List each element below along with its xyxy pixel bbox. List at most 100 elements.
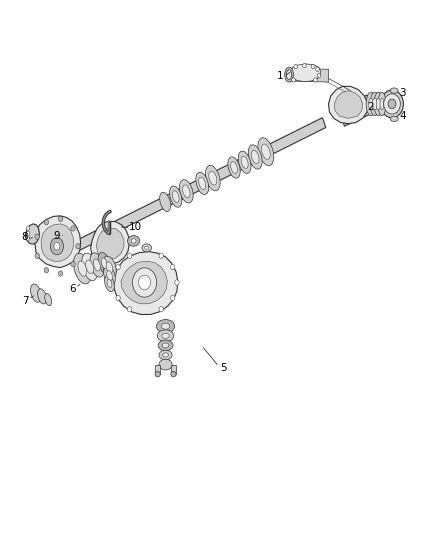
Ellipse shape <box>170 186 182 207</box>
Polygon shape <box>328 86 368 124</box>
Ellipse shape <box>142 244 152 252</box>
Ellipse shape <box>54 243 60 250</box>
Circle shape <box>175 280 179 285</box>
Ellipse shape <box>238 151 251 173</box>
Circle shape <box>58 216 63 222</box>
Polygon shape <box>25 224 39 244</box>
Circle shape <box>317 74 321 78</box>
Ellipse shape <box>93 259 100 271</box>
Circle shape <box>35 234 39 239</box>
Ellipse shape <box>145 246 148 249</box>
Ellipse shape <box>50 238 64 255</box>
Ellipse shape <box>209 171 217 185</box>
Ellipse shape <box>157 330 174 342</box>
Ellipse shape <box>205 165 220 191</box>
Ellipse shape <box>376 98 381 110</box>
Circle shape <box>303 63 306 68</box>
Ellipse shape <box>38 289 46 304</box>
Ellipse shape <box>241 156 248 168</box>
Text: 9: 9 <box>53 231 60 240</box>
Ellipse shape <box>248 145 262 169</box>
Ellipse shape <box>106 262 113 273</box>
Ellipse shape <box>138 275 151 290</box>
Ellipse shape <box>374 92 383 116</box>
Circle shape <box>26 226 30 230</box>
Text: 2: 2 <box>367 102 374 111</box>
Text: 8: 8 <box>21 232 28 242</box>
Polygon shape <box>57 118 326 260</box>
Polygon shape <box>171 365 176 374</box>
Ellipse shape <box>258 138 274 166</box>
Polygon shape <box>289 68 328 82</box>
Circle shape <box>58 271 63 276</box>
Ellipse shape <box>381 90 403 118</box>
Circle shape <box>311 64 315 69</box>
Circle shape <box>170 264 175 270</box>
Ellipse shape <box>90 253 104 277</box>
Ellipse shape <box>101 258 107 269</box>
Ellipse shape <box>105 276 114 292</box>
Ellipse shape <box>98 253 110 274</box>
Circle shape <box>292 78 295 82</box>
Text: 1: 1 <box>277 71 284 80</box>
Ellipse shape <box>171 372 176 377</box>
Text: 6: 6 <box>69 284 76 294</box>
Circle shape <box>26 231 30 236</box>
Circle shape <box>127 253 132 259</box>
Ellipse shape <box>158 340 173 351</box>
Ellipse shape <box>160 192 170 212</box>
Circle shape <box>44 220 49 225</box>
Ellipse shape <box>384 94 400 114</box>
Ellipse shape <box>180 180 193 203</box>
Polygon shape <box>155 365 160 374</box>
Ellipse shape <box>261 144 270 159</box>
Ellipse shape <box>156 320 175 333</box>
Ellipse shape <box>388 99 396 109</box>
Text: 5: 5 <box>220 363 227 373</box>
Ellipse shape <box>107 279 112 288</box>
Ellipse shape <box>370 92 380 116</box>
Ellipse shape <box>86 260 94 273</box>
Ellipse shape <box>380 98 384 110</box>
Circle shape <box>35 253 39 259</box>
Ellipse shape <box>172 191 179 203</box>
Text: 3: 3 <box>399 88 406 98</box>
Ellipse shape <box>378 92 386 116</box>
Ellipse shape <box>368 98 373 110</box>
Text: 10: 10 <box>129 222 142 231</box>
Ellipse shape <box>78 261 87 276</box>
Circle shape <box>170 295 175 301</box>
Ellipse shape <box>106 271 113 280</box>
Ellipse shape <box>251 150 259 164</box>
Ellipse shape <box>372 98 377 110</box>
Ellipse shape <box>74 253 91 284</box>
Circle shape <box>76 244 80 249</box>
Polygon shape <box>291 64 321 82</box>
Ellipse shape <box>390 116 398 122</box>
Ellipse shape <box>162 343 169 348</box>
Circle shape <box>71 226 75 231</box>
Ellipse shape <box>132 268 157 297</box>
Circle shape <box>127 306 132 312</box>
Ellipse shape <box>31 284 41 302</box>
Polygon shape <box>339 95 373 126</box>
Circle shape <box>71 261 75 266</box>
Polygon shape <box>41 224 74 261</box>
Ellipse shape <box>183 185 190 198</box>
Circle shape <box>314 78 317 82</box>
Ellipse shape <box>162 353 169 357</box>
Circle shape <box>116 264 120 270</box>
Ellipse shape <box>131 239 136 243</box>
Circle shape <box>159 253 163 259</box>
Polygon shape <box>35 216 81 268</box>
Polygon shape <box>334 91 363 118</box>
Ellipse shape <box>82 253 98 280</box>
Ellipse shape <box>228 157 240 178</box>
Ellipse shape <box>159 350 172 360</box>
Circle shape <box>316 67 319 71</box>
Ellipse shape <box>285 67 293 82</box>
Polygon shape <box>121 261 167 304</box>
Circle shape <box>159 306 163 312</box>
Polygon shape <box>96 228 124 260</box>
Ellipse shape <box>366 92 376 116</box>
